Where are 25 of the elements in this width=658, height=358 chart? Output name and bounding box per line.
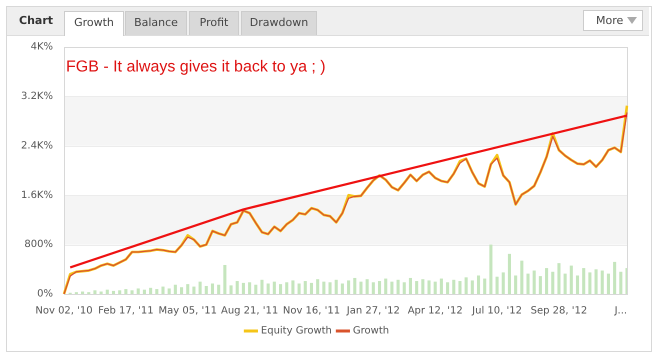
y-tick-label: 3.2K%: [21, 90, 53, 102]
text: Drawdown: [241, 11, 317, 35]
legend-label: Growth: [352, 326, 390, 337]
x-tick-label: Feb 17, '11: [98, 306, 154, 317]
x-tick-label: Sep 28, '12: [530, 306, 588, 317]
y-tick-label: 800%: [24, 239, 53, 250]
chart-title: Chart: [19, 14, 54, 27]
y-tick-label: 2.4K%: [21, 140, 53, 152]
text: Balance: [125, 11, 187, 35]
x-tick-label: Apr 12, '12: [408, 306, 463, 317]
text: Profit: [189, 11, 239, 35]
x-tick-label: Nov 02, '10: [35, 306, 93, 317]
x-tick-label: Jul 10, '12: [471, 306, 522, 317]
legend-label: Equity Growth: [260, 326, 332, 337]
text: Growth: [64, 11, 124, 36]
y-tick-label: 0%: [37, 288, 53, 300]
y-tick-label: 4K%: [30, 42, 53, 53]
x-tick-label: J...: [614, 306, 628, 317]
x-tick-label: May 05, '11: [158, 306, 217, 317]
y-tick-label: 1.6K%: [21, 190, 53, 201]
x-tick-label: Aug 21, '11: [220, 306, 278, 317]
x-tick-label: Nov 16, '11: [282, 306, 340, 317]
annotation: FGB - It always gives it back to ya ; ): [66, 58, 326, 76]
text: More: [596, 13, 624, 29]
x-tick-label: Jan 27, '12: [346, 306, 400, 317]
